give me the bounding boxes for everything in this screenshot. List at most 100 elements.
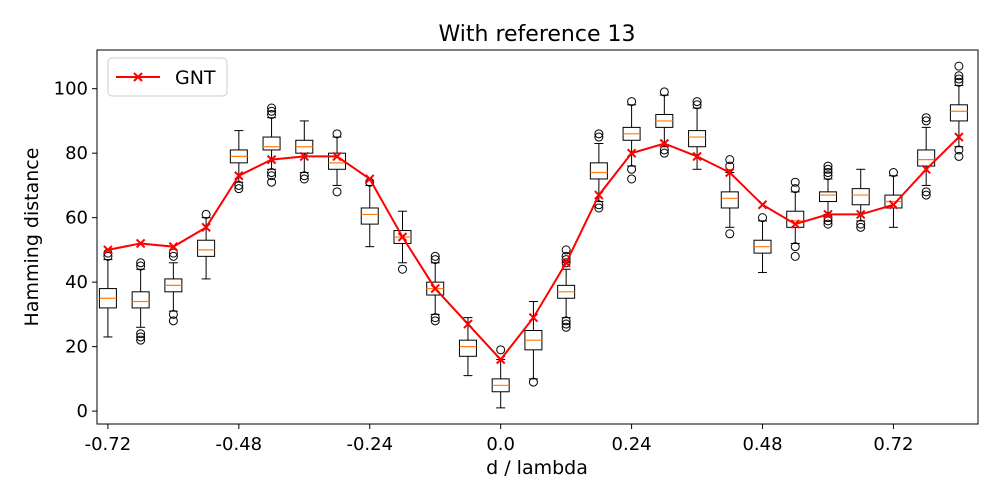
outlier-point [823,168,833,178]
x-tick-label: -0.48 [216,434,263,455]
x-tick-label: 0.48 [742,434,782,455]
outlier-point [267,106,277,116]
outlier-point [168,309,178,319]
gnt-point [954,132,964,142]
legend: GNT [107,57,228,97]
outlier-point [758,213,768,223]
outlier-point [725,229,735,239]
gnt-point [659,138,670,149]
outlier-point [267,171,277,181]
gnt-point [921,164,931,175]
legend-x-marker [133,72,143,82]
outlier-point [954,151,964,161]
y-tick-label: 60 [65,208,88,229]
legend-label-gnt: GNT [175,67,216,89]
box-iqr [917,149,936,167]
y-tick-label: 40 [65,272,88,293]
outlier-point [659,87,669,97]
gnt-point [856,209,866,220]
outlier-point [627,174,637,184]
outlier-point [921,187,931,197]
gnt-point [594,190,604,200]
box-iqr [262,136,281,151]
outlier-point [561,322,571,332]
outlier-point [692,97,702,107]
outlier-point [168,248,178,258]
outlier-point [594,203,604,213]
gnt-point [626,148,637,158]
outlier-point [561,319,571,329]
outlier-point [430,255,440,265]
outlier-point [790,242,800,252]
box-iqr [949,104,968,122]
outlier-point [332,129,342,139]
outlier-point [725,161,735,171]
gnt-point [299,151,310,162]
outlier-point [823,164,833,174]
outlier-point [921,116,931,126]
outlier-point [234,184,244,194]
outlier-point [790,177,800,187]
gnt-point [823,209,833,220]
outlier-point [430,316,440,326]
gnt-point [463,319,473,329]
outlier-point [430,313,440,323]
outlier-point [136,329,146,339]
outlier-point [954,71,964,81]
box-iqr [589,162,608,180]
y-axis-label: Hamming distance [21,148,43,327]
outlier-point [823,219,833,229]
outlier-point [561,316,571,326]
gnt-point [790,219,800,229]
outlier-point [103,251,113,261]
outlier-point [594,132,604,142]
gnt-point [725,167,735,178]
outlier-point [136,335,146,345]
gnt-point [201,222,211,233]
chart-title: With reference 13 [439,22,636,47]
axes-frame [96,49,979,425]
x-tick-label: -0.72 [85,434,132,455]
gnt-point [234,171,244,181]
outlier-point [430,251,440,261]
outlier-point [561,245,571,255]
gnt-point [135,238,146,249]
box-iqr [688,130,707,148]
outlier-point [299,171,309,181]
outlier-point [921,113,931,123]
gnt-point [561,258,571,268]
outlier-point [627,164,637,174]
gnt-point [103,245,113,255]
plot-area: 0 20 40 60 80 100 -0.72 -0.48 -0.24 0.0 0.24 0.48 0.… [54,49,979,455]
outlier-point [299,174,309,184]
outlier-point [267,168,277,178]
outlier-point [397,264,407,274]
x-tick-label: -0.24 [346,434,393,455]
gnt-point [332,151,342,162]
outlier-point [496,345,506,355]
outlier-point [136,261,146,271]
y-tick-label: 0 [77,401,88,422]
x-tick-label: 0.0 [486,434,515,455]
outlier-point [954,77,964,87]
outlier-point [234,180,244,190]
gnt-point [495,354,506,365]
box-iqr [458,339,477,357]
outlier-point [856,222,866,232]
outlier-point [168,251,178,261]
outlier-point [954,145,964,155]
outlier-point [659,145,669,155]
gnt-point [266,154,277,165]
outlier-point [528,377,538,387]
outlier-point [201,209,211,219]
outlier-point [954,61,964,71]
outlier-point [267,177,277,187]
outlier-point [168,316,178,326]
box-iqr [131,291,150,309]
legend-frame [107,57,228,97]
box-iqr [818,191,837,203]
outlier-point [136,258,146,268]
outlier-point [823,216,833,226]
